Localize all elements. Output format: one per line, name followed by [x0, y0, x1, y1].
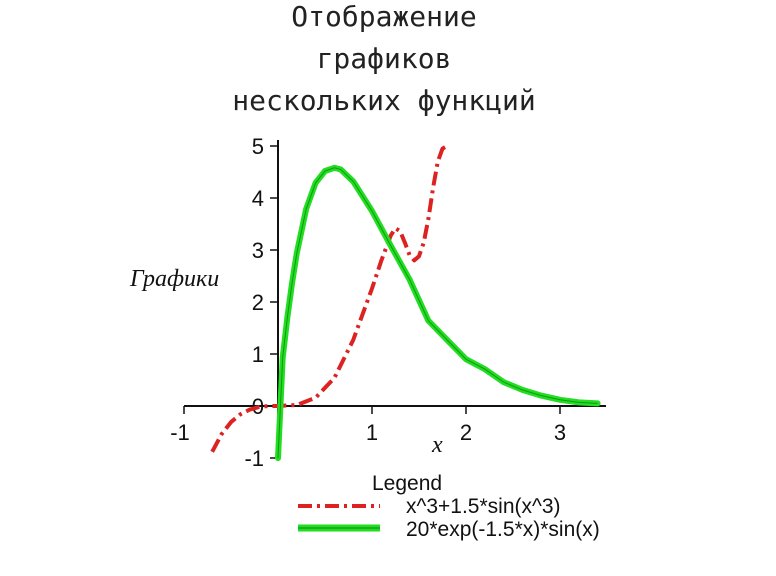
y-tick-label: 3	[252, 238, 264, 263]
y-tick-label: 1	[252, 342, 264, 367]
y-tick-label: 4	[252, 186, 264, 211]
y-axis-label: Графики	[129, 266, 219, 292]
legend: Legend x^3+1.5*sin(x^3) 20*exp(-1.5*x)*s…	[298, 472, 600, 541]
chart-title-line-1: Отображение	[291, 0, 476, 33]
series-line-1	[210, 144, 449, 453]
chart-title-line-3: нескольких функций	[232, 84, 535, 117]
series-layer	[210, 144, 601, 461]
x-tick-label: -1	[170, 420, 190, 445]
legend-label-series-1: x^3+1.5*sin(x^3)	[406, 495, 561, 518]
y-tick-label: 5	[252, 134, 264, 159]
y-tick-label: 2	[252, 290, 264, 315]
x-axis-label: x	[431, 432, 443, 458]
series-line-2	[275, 164, 601, 461]
x-tick-label: 2	[460, 420, 472, 445]
series-line-2-core	[277, 167, 598, 459]
y-tick-label: -1	[244, 446, 264, 471]
legend-title: Legend	[372, 472, 442, 495]
x-tick-label: 1	[366, 420, 378, 445]
x-tick-label: 3	[554, 420, 566, 445]
chart-title-line-2: графиков	[317, 42, 452, 75]
axes	[184, 140, 606, 456]
legend-label-series-2: 20*exp(-1.5*x)*sin(x)	[406, 518, 600, 541]
